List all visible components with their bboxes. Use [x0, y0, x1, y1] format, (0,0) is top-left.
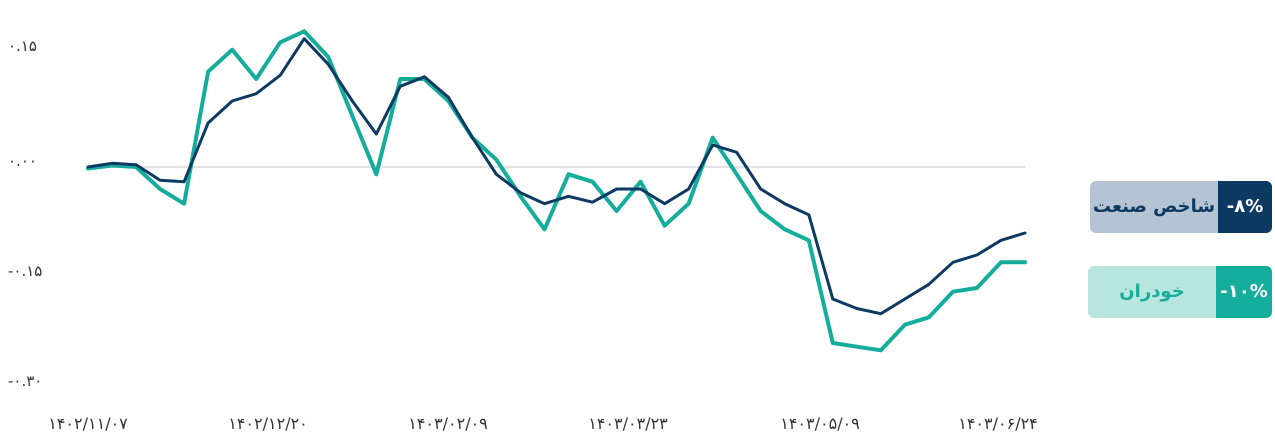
- y-tick-label: ۰.۰۰: [8, 152, 37, 170]
- x-tick-label: ۱۴۰۳/۰۲/۰۹: [408, 414, 488, 433]
- series-line-stock: [86, 29, 1027, 353]
- x-tick-label: ۱۴۰۳/۰۵/۰۹: [780, 414, 860, 433]
- x-tick-label: ۱۴۰۲/۱۱/۰۷: [48, 414, 128, 433]
- y-tick-label: ۰.۱۵: [8, 37, 37, 55]
- series-line-index: [86, 37, 1027, 316]
- y-tick-label: -۰.۱۵: [8, 262, 43, 280]
- legend-entry-index: شاخص صنعت -۸%: [1090, 181, 1272, 233]
- x-tick-label: ۱۴۰۳/۰۳/۲۳: [588, 414, 668, 433]
- legend-entry-stock: خودران -۱۰%: [1088, 266, 1272, 318]
- x-tick-label: ۱۴۰۲/۱۲/۲۰: [228, 414, 308, 433]
- legend-value: -۱۰%: [1216, 266, 1272, 318]
- legend-value: -۸%: [1218, 181, 1272, 233]
- legend-label: خودران: [1119, 281, 1185, 302]
- y-tick-label: -۰.۳۰: [8, 372, 43, 390]
- x-tick-label: ۱۴۰۳/۰۶/۲۴: [958, 414, 1038, 433]
- legend-label: شاخص صنعت: [1092, 196, 1216, 217]
